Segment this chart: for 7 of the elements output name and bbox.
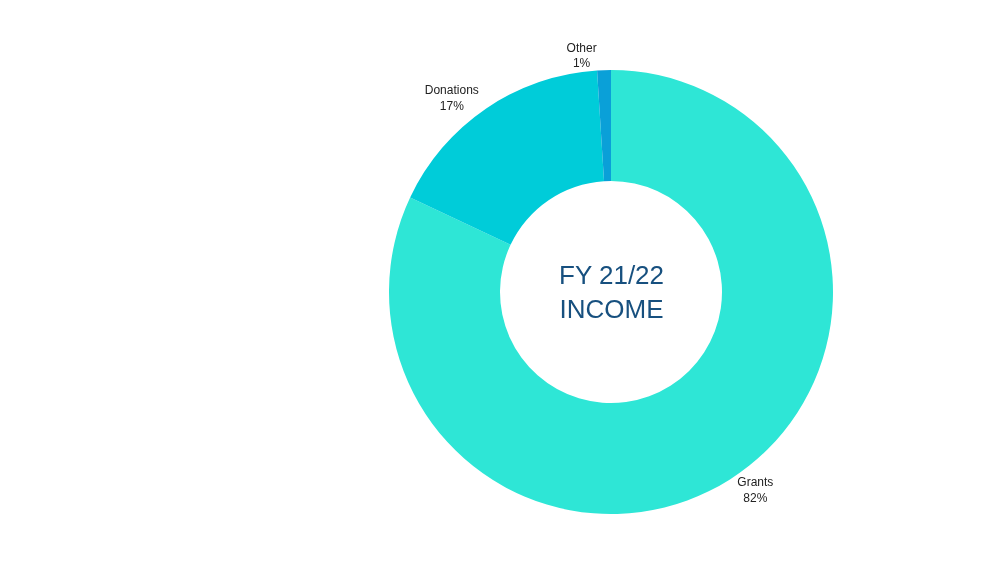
data-label: 82% [743,490,768,505]
slice-label: Grants [737,475,774,490]
data-label: 1% [572,56,591,71]
slice-label: Donations [424,83,479,98]
slice-label: Other [566,40,597,55]
data-label: 17% [439,99,465,114]
text: FY 21/22 INCOME [559,260,665,324]
